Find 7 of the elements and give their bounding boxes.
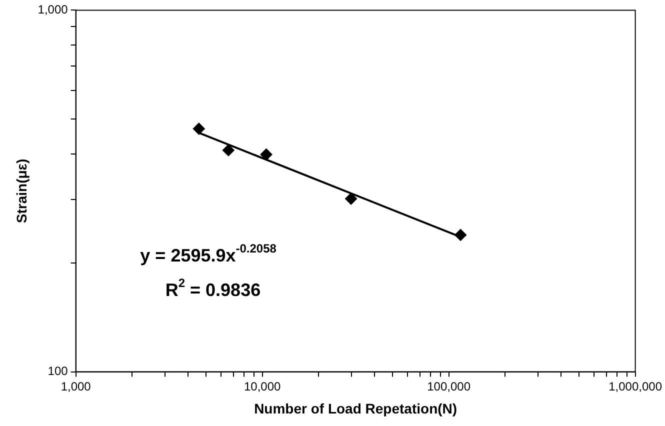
y-tick-label: 100 [48, 364, 68, 378]
x-axis-title: Number of Load Repetation(N) [254, 400, 458, 416]
x-tick-label: 100,000 [427, 379, 471, 394]
x-tick-label: 1,000 [60, 379, 92, 394]
y-axis-title: Strain(με) [13, 158, 30, 224]
x-tick-label: 1,000,000 [608, 379, 662, 394]
x-tick-label: 10,000 [244, 379, 281, 394]
